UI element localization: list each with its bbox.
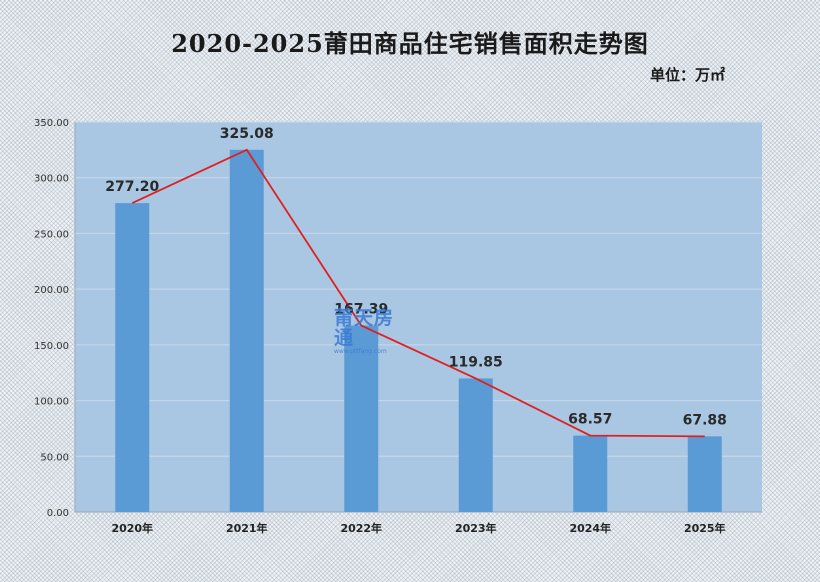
unit-label: 单位：万㎡ — [649, 66, 725, 84]
watermark-url: www.pttfang.com — [334, 348, 387, 355]
bar — [687, 436, 722, 512]
y-tick-label: 200.00 — [34, 285, 69, 296]
data-label: 325.08 — [220, 126, 274, 142]
y-tick-label: 250.00 — [34, 229, 69, 240]
data-label: 68.57 — [568, 412, 612, 428]
x-tick-label: 2023年 — [455, 521, 497, 535]
bar — [115, 203, 150, 512]
y-tick-label: 0.00 — [47, 508, 69, 519]
bar — [573, 435, 608, 512]
y-tick-label: 50.00 — [40, 452, 69, 463]
data-label: 167.39 — [334, 301, 388, 317]
x-tick-label: 2025年 — [684, 521, 726, 535]
x-tick-label: 2024年 — [569, 521, 611, 535]
x-tick-label: 2020年 — [111, 521, 153, 535]
y-tick-label: 150.00 — [34, 341, 69, 352]
x-tick-label: 2021年 — [226, 521, 268, 535]
data-label: 277.20 — [105, 179, 159, 195]
x-tick-label: 2022年 — [340, 521, 382, 535]
watermark-text: 莆天房通 — [334, 307, 395, 349]
y-tick-label: 100.00 — [34, 397, 69, 408]
trend-line — [131, 148, 705, 438]
plot-background — [75, 122, 762, 512]
y-tick-label: 300.00 — [34, 174, 69, 185]
watermark: 莆天房通 www.pttfang.com — [334, 308, 412, 355]
data-label: 119.85 — [449, 354, 503, 370]
y-tick-label: 350.00 — [34, 118, 69, 129]
bar — [344, 325, 379, 512]
chart-title: 2020-2025莆田商品住宅销售面积走势图 — [171, 29, 649, 58]
data-label: 67.88 — [683, 412, 727, 428]
bar — [458, 378, 493, 512]
bar — [229, 149, 264, 512]
